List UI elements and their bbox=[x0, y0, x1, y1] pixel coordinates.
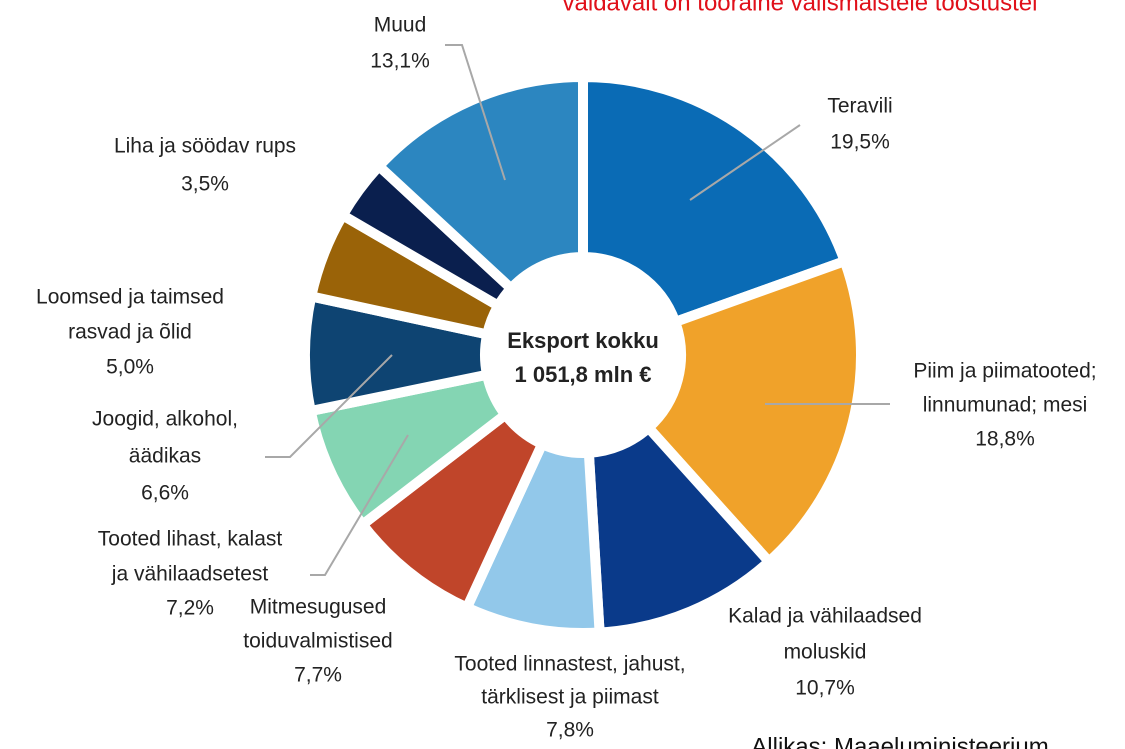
slice bbox=[578, 71, 852, 329]
value-label: 5,0% bbox=[106, 356, 154, 379]
value-label: 18,8% bbox=[975, 428, 1035, 451]
value-label: 7,8% bbox=[546, 719, 594, 742]
category-label: Kalad ja vähilaadsed bbox=[728, 605, 922, 628]
category-label: Mitmesugused bbox=[250, 596, 387, 619]
category-label: moluskid bbox=[784, 641, 867, 664]
value-label: 10,7% bbox=[795, 677, 855, 700]
center-text: 1 051,8 mln € bbox=[515, 362, 652, 387]
category-label: toiduvalmistised bbox=[243, 630, 392, 653]
category-label: Loomsed ja taimsed bbox=[36, 286, 224, 309]
category-label: äädikas bbox=[129, 445, 201, 468]
value-label: 7,2% bbox=[166, 597, 214, 620]
slices bbox=[300, 71, 866, 638]
value-label: 7,7% bbox=[294, 664, 342, 687]
category-label: linnumunad; mesi bbox=[923, 394, 1088, 417]
category-label: ja vähilaadsetest bbox=[111, 563, 269, 586]
category-label: Piim ja piimatooted; bbox=[913, 360, 1096, 383]
value-label: 19,5% bbox=[830, 131, 890, 154]
category-label: Teravili bbox=[827, 95, 892, 118]
slice bbox=[371, 71, 588, 296]
value-label: 6,6% bbox=[141, 482, 189, 505]
value-label: 13,1% bbox=[370, 50, 430, 73]
leader-line bbox=[265, 354, 393, 458]
category-label: Liha ja söödav rups bbox=[114, 135, 296, 158]
leader-line bbox=[689, 124, 801, 201]
category-label: Tooted lihast, kalast bbox=[98, 528, 283, 551]
slice bbox=[583, 420, 777, 638]
center-text: Eksport kokku bbox=[507, 328, 659, 353]
category-label: Joogid, alkohol, bbox=[92, 408, 238, 431]
value-label: 3,5% bbox=[181, 173, 229, 196]
category-label: Muud bbox=[374, 14, 427, 37]
header: valdavalt on tooraine välismaistele töös… bbox=[563, 0, 1038, 16]
leader-line bbox=[445, 44, 506, 181]
labels: Teravili 19,5% Piim ja piimatooted; linnumu… bbox=[36, 14, 1097, 742]
leader-line bbox=[310, 434, 409, 576]
category-label: tärklisest ja piimast bbox=[481, 686, 659, 709]
category-label: Tooted linnastest, jahust, bbox=[454, 653, 685, 676]
source: Allikas: Maaeluministeerium bbox=[751, 733, 1048, 749]
category-label: rasvad ja õlid bbox=[68, 321, 192, 344]
